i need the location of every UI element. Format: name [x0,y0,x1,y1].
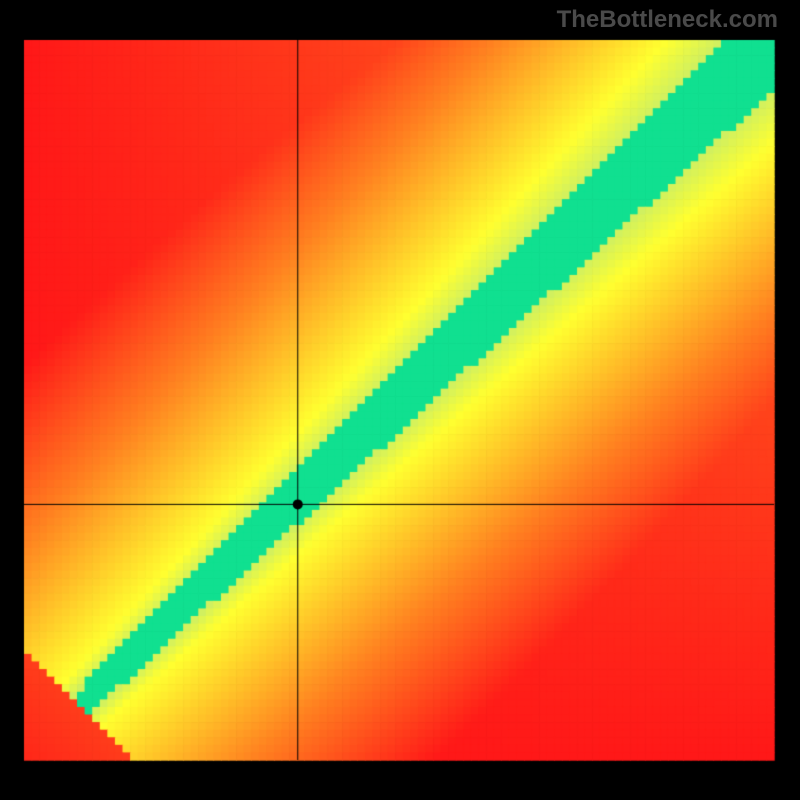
chart-container: TheBottleneck.com [0,0,800,800]
watermark-text: TheBottleneck.com [557,6,778,34]
bottleneck-heatmap-canvas [0,0,800,800]
